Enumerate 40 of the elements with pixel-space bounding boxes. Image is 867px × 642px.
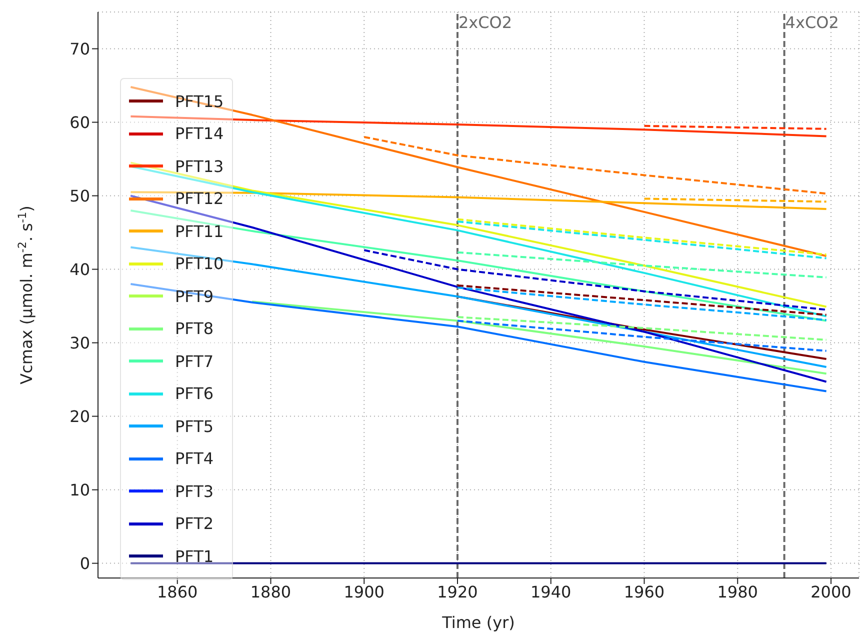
legend-label: PFT8	[175, 319, 214, 338]
line-series	[363, 249, 828, 311]
legend-label: PFT13	[175, 156, 224, 176]
y-tick-label: 10	[70, 480, 90, 500]
legend-label: PFT6	[175, 384, 214, 404]
legend-label: PFT2	[175, 514, 214, 534]
x-tick-label: 1900	[344, 582, 384, 602]
y-tick-label: 40	[70, 260, 90, 279]
line-series	[130, 209, 828, 322]
y-tick-label: 70	[70, 39, 90, 58]
line-series	[251, 300, 828, 375]
y-tick-label: 20	[70, 406, 90, 426]
legend-label: PFT14	[175, 124, 224, 144]
x-axis-title: Time (yr)	[441, 613, 515, 632]
y-tick-label: 50	[70, 186, 90, 206]
legend-label: PFT10	[175, 254, 224, 274]
legend-label: PFT1	[175, 546, 214, 566]
ref-line-label: 2xCO2	[458, 13, 512, 32]
x-tick-label: 1920	[437, 582, 478, 602]
x-tick-label: 1980	[717, 582, 758, 602]
x-tick-label: 1940	[530, 582, 572, 602]
x-tick-label: 1960	[624, 582, 665, 602]
line-series	[130, 246, 828, 368]
ref-line-label: 4xCO2	[785, 13, 839, 32]
legend-label: PFT12	[175, 189, 224, 208]
line-series	[130, 115, 828, 138]
y-tick-label: 30	[70, 333, 90, 352]
legend-label: PFT11	[175, 222, 224, 241]
line-series	[130, 191, 828, 210]
legend-label: PFT4	[175, 449, 214, 468]
line-series	[363, 136, 828, 195]
line-series	[130, 86, 828, 258]
legend-label: PFT3	[175, 482, 214, 501]
legend-label: PFT5	[175, 416, 214, 436]
y-tick-label: 0	[80, 554, 90, 573]
x-tick-label: 2000	[810, 582, 852, 602]
y-tick-label: 60	[70, 112, 90, 132]
x-tick-label: 1860	[157, 582, 198, 602]
legend-label: PFT7	[175, 352, 214, 371]
x-tick-label: 1880	[250, 582, 292, 602]
